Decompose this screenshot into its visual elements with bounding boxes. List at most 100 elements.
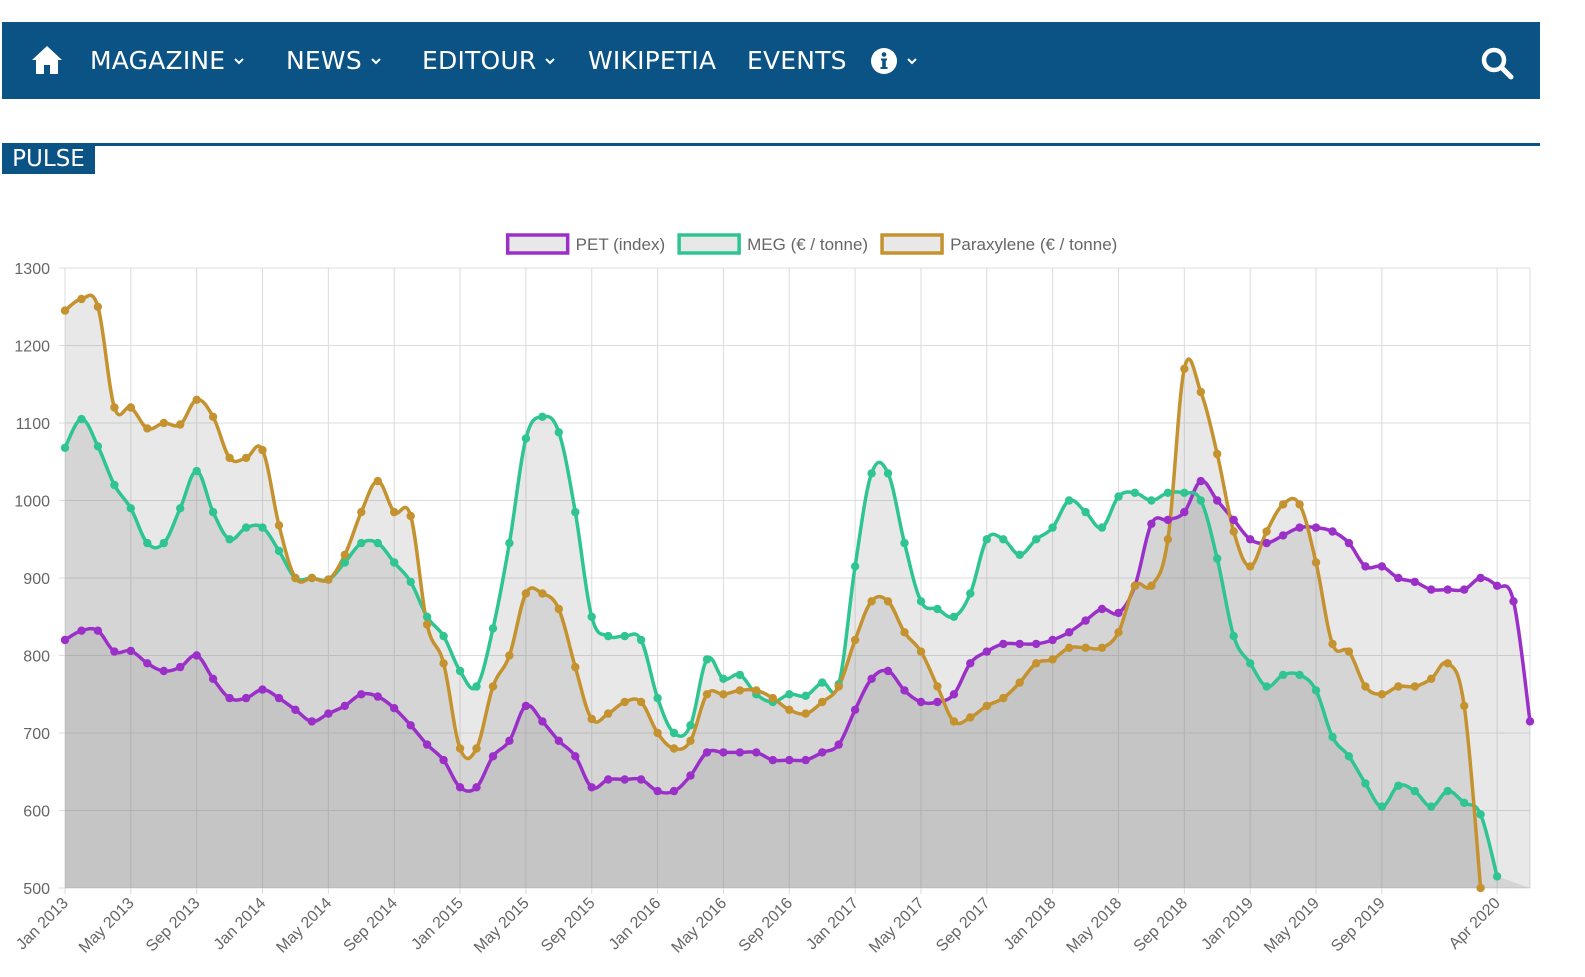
data-point xyxy=(1032,535,1041,544)
data-point xyxy=(1213,496,1222,505)
data-point xyxy=(60,306,70,315)
data-point xyxy=(258,685,267,694)
data-point xyxy=(1328,639,1337,649)
x-tick-label: Jan 2017 xyxy=(803,895,862,954)
data-point xyxy=(916,597,926,606)
data-point xyxy=(176,420,185,429)
legend-label-pet-index: PET (index) xyxy=(576,235,665,254)
data-point xyxy=(521,434,531,443)
data-point xyxy=(1443,659,1452,668)
data-point xyxy=(900,628,909,637)
data-point xyxy=(538,589,547,598)
data-point xyxy=(982,535,991,544)
data-point xyxy=(357,538,366,548)
data-point xyxy=(1180,364,1189,373)
chevron-down-icon xyxy=(234,57,245,64)
data-point xyxy=(818,748,827,757)
data-point xyxy=(801,691,810,700)
data-point xyxy=(850,562,860,571)
data-point xyxy=(1262,538,1271,548)
data-point xyxy=(1196,496,1206,505)
data-point xyxy=(208,507,218,517)
data-point xyxy=(1295,523,1304,532)
y-tick-label: 500 xyxy=(23,881,50,898)
data-point xyxy=(1262,682,1271,691)
data-point xyxy=(1377,802,1387,811)
data-point xyxy=(439,755,448,765)
x-tick-label: Jan 2014 xyxy=(211,895,270,954)
data-point xyxy=(241,693,251,703)
nav-item-magazine[interactable]: MAGAZINE xyxy=(90,22,245,99)
data-point xyxy=(1492,872,1502,881)
data-point xyxy=(850,705,860,714)
data-point xyxy=(916,697,926,707)
nav-item-editour[interactable]: EDITOUR xyxy=(422,22,556,99)
legend-swatch-paraxylene-tonne xyxy=(880,233,944,255)
home-icon[interactable] xyxy=(30,44,64,76)
chevron-down-icon xyxy=(907,57,917,64)
x-tick-label: May 2014 xyxy=(273,895,335,957)
data-point xyxy=(768,755,777,765)
data-point xyxy=(439,659,448,668)
data-point xyxy=(785,705,794,714)
y-tick-label: 900 xyxy=(23,571,50,588)
data-point xyxy=(1361,779,1370,788)
data-point xyxy=(340,701,349,711)
data-point xyxy=(1097,643,1107,652)
data-point xyxy=(1476,883,1485,893)
data-point xyxy=(604,775,613,784)
data-point xyxy=(1196,387,1206,397)
data-point xyxy=(1262,527,1271,536)
data-point xyxy=(77,626,86,635)
data-point xyxy=(159,666,168,676)
nav-item-label: MAGAZINE xyxy=(90,46,226,75)
data-point xyxy=(1443,786,1452,796)
data-point xyxy=(1410,682,1420,691)
data-point xyxy=(735,748,745,757)
data-point xyxy=(669,786,679,796)
data-point xyxy=(110,647,119,656)
data-point xyxy=(571,662,580,672)
data-point xyxy=(505,736,514,745)
data-point xyxy=(340,550,349,559)
y-tick-label: 700 xyxy=(23,726,50,743)
data-point xyxy=(966,659,975,668)
data-point xyxy=(93,442,103,451)
data-point xyxy=(1163,515,1173,525)
data-point xyxy=(916,647,926,656)
legend-swatch-meg-tonne xyxy=(677,233,741,255)
data-point xyxy=(1064,628,1074,637)
legend-label-meg-tonne: MEG (€ / tonne) xyxy=(747,235,868,254)
data-point xyxy=(192,466,201,476)
data-point xyxy=(1476,573,1485,583)
data-point xyxy=(1147,581,1156,590)
nav-item-wikipetia[interactable]: WIKIPETIA xyxy=(588,22,716,99)
data-point xyxy=(1163,535,1173,544)
data-point xyxy=(488,682,498,691)
data-point xyxy=(636,697,646,707)
nav-item-news[interactable]: NEWS xyxy=(286,22,382,99)
data-point xyxy=(77,414,86,424)
data-point xyxy=(291,573,300,583)
chart-points xyxy=(60,294,1535,893)
x-tick-label: Sep 2013 xyxy=(143,895,204,956)
y-tick-label: 600 xyxy=(23,804,50,821)
data-point xyxy=(159,418,168,428)
nav-item-events[interactable]: EVENTS xyxy=(747,22,847,99)
x-tick-label: Apr 2020 xyxy=(1446,895,1504,953)
data-point xyxy=(587,612,596,621)
data-point xyxy=(587,783,596,792)
data-point xyxy=(1114,492,1123,501)
data-point xyxy=(1460,701,1469,711)
data-point xyxy=(834,740,843,749)
x-tick-label: Sep 2019 xyxy=(1328,895,1389,956)
data-point xyxy=(176,662,185,672)
data-point xyxy=(1476,810,1485,819)
search-icon[interactable] xyxy=(1480,46,1514,80)
data-point xyxy=(669,728,679,738)
data-point xyxy=(1278,531,1288,540)
data-point xyxy=(1278,670,1288,680)
data-point xyxy=(867,597,876,606)
data-point xyxy=(340,558,349,567)
nav-item-info[interactable] xyxy=(870,22,918,99)
